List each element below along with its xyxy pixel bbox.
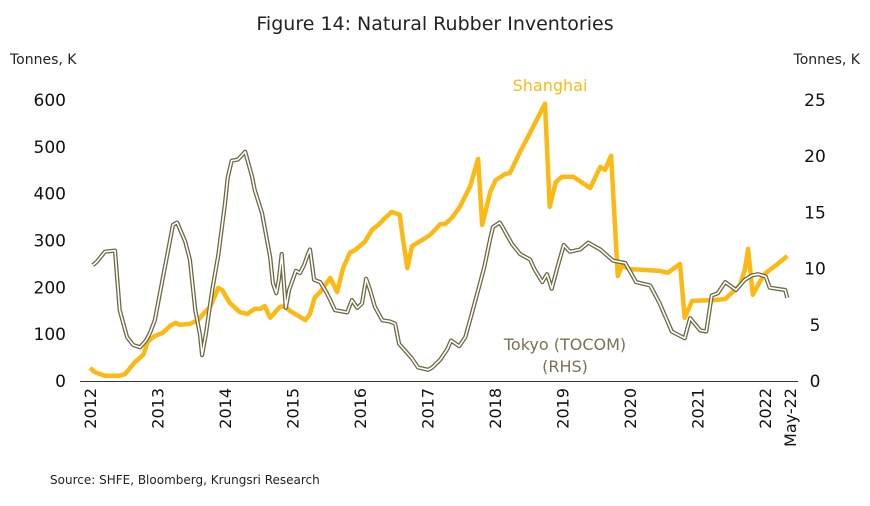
right-y-tick-label: 25 [804, 91, 826, 111]
left-y-ticks: 0 100 200 300 400 500 600 [34, 91, 66, 392]
right-y-tick-label: 10 [804, 260, 826, 280]
left-y-tick-label: 400 [34, 185, 66, 205]
chart-title: Figure 14: Natural Rubber Inventories [256, 13, 613, 35]
left-y-tick-label: 500 [34, 138, 66, 158]
x-tick-label: 2019 [554, 388, 573, 429]
tokyo-label-rhs: (RHS) [542, 357, 588, 376]
x-tick-label: 2022 [756, 388, 775, 429]
right-y-tick-label: 15 [804, 203, 826, 223]
right-axis-label: Tonnes, K [793, 52, 861, 68]
left-y-tick-label: 100 [34, 325, 66, 345]
x-tick-label: 2015 [284, 388, 303, 429]
tokyo-label: Tokyo (TOCOM) [503, 335, 626, 354]
x-tick-label: 2020 [621, 388, 640, 429]
x-tick-label: 2014 [216, 388, 235, 429]
shanghai-series-line [88, 101, 789, 379]
tokyo-series-line-inner [92, 150, 789, 371]
x-tick-label: 2013 [149, 388, 168, 429]
x-tick-label: 2021 [689, 388, 708, 429]
x-tick-label: 2012 [81, 388, 100, 429]
source-note: Source: SHFE, Bloomberg, Krungsri Resear… [50, 473, 320, 487]
left-y-tick-label: 200 [34, 278, 66, 298]
x-tick-label: 2017 [419, 388, 438, 429]
left-y-tick-label: 0 [55, 372, 66, 392]
left-y-tick-label: 600 [34, 91, 66, 111]
right-y-tick-label: 20 [804, 147, 826, 167]
shanghai-label: Shanghai [513, 76, 588, 95]
right-y-tick-label: 5 [810, 316, 821, 336]
x-tick-label: 2018 [486, 388, 505, 429]
x-tick-label: 2016 [351, 388, 370, 429]
left-axis-label: Tonnes, K [9, 52, 77, 68]
right-y-tick-label: 0 [810, 372, 821, 392]
series-lines [88, 101, 790, 379]
left-y-tick-label: 300 [34, 232, 66, 252]
x-tick-label: May-22 [781, 388, 800, 447]
x-ticks: 2012 2013 2014 2015 2016 2017 2018 2019 2020 2021… [81, 388, 800, 447]
right-y-ticks: 0 5 10 15 20 25 [804, 91, 826, 392]
